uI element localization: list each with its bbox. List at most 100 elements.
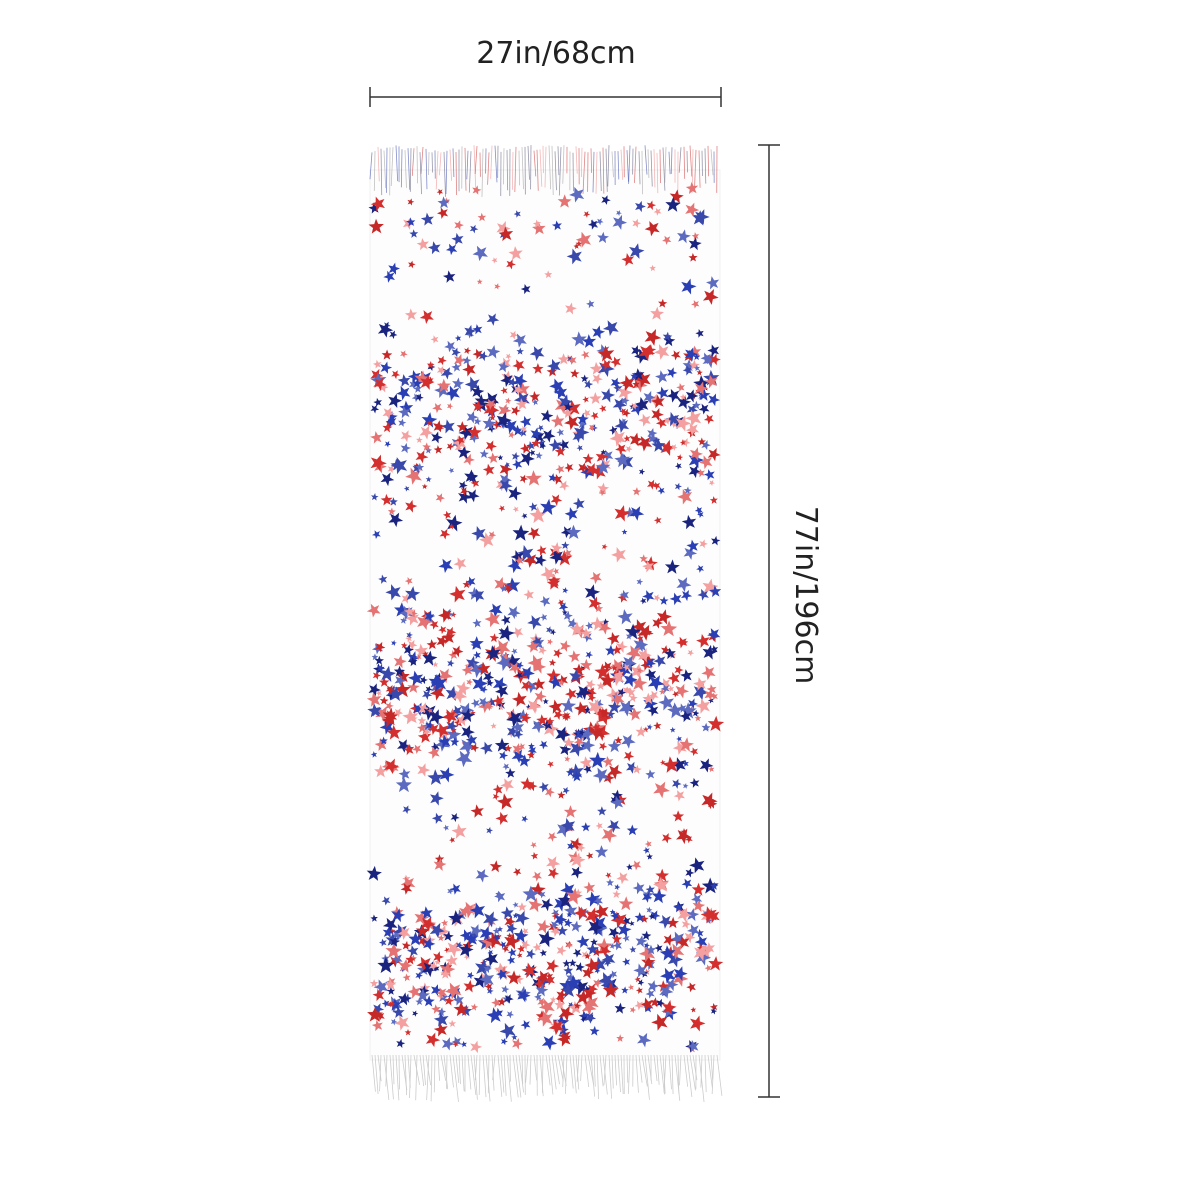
star: [375, 690, 382, 697]
star: [625, 632, 633, 640]
star: [667, 685, 675, 692]
star: [502, 418, 518, 434]
star: [531, 438, 541, 448]
star: [573, 1002, 581, 1010]
star: [687, 698, 699, 710]
fringe-thread: [569, 1054, 574, 1089]
star: [621, 529, 628, 535]
star: [595, 459, 611, 475]
star: [593, 903, 609, 920]
star: [707, 798, 718, 809]
star: [557, 791, 566, 799]
star: [588, 424, 596, 432]
star: [549, 549, 564, 565]
star: [677, 489, 693, 505]
fringe-thread: [548, 1054, 554, 1095]
star: [557, 892, 574, 908]
star: [553, 385, 568, 400]
fringe-thread: [443, 1054, 449, 1090]
fringe-thread: [380, 148, 383, 196]
star: [395, 776, 412, 793]
star: [456, 421, 468, 432]
fringe-thread: [638, 151, 641, 185]
star: [494, 283, 501, 290]
star: [706, 276, 720, 290]
star: [576, 444, 584, 452]
star: [512, 359, 525, 372]
star: [370, 454, 387, 472]
star: [659, 596, 669, 605]
star: [667, 916, 679, 929]
star: [696, 468, 705, 478]
star: [565, 974, 582, 991]
star: [412, 702, 426, 717]
star: [385, 410, 398, 423]
star: [557, 1032, 572, 1047]
star: [683, 931, 696, 944]
fringe-thread: [420, 146, 424, 174]
star: [566, 972, 576, 983]
star: [548, 473, 558, 483]
star: [639, 554, 648, 563]
star: [497, 454, 504, 461]
star: [375, 1011, 385, 1022]
star: [618, 700, 635, 717]
star: [379, 736, 388, 745]
star: [543, 720, 559, 737]
star: [579, 729, 586, 736]
star: [689, 447, 703, 461]
star: [451, 645, 464, 658]
star: [456, 713, 469, 726]
star: [378, 574, 388, 584]
fringe-thread: [647, 149, 650, 178]
fringe-thread: [529, 1054, 532, 1085]
star: [597, 345, 615, 362]
star: [686, 404, 698, 416]
star: [700, 945, 707, 953]
fringe-thread: [656, 152, 659, 194]
star: [565, 768, 575, 777]
star: [400, 430, 413, 443]
star: [482, 463, 495, 476]
star: [608, 425, 618, 435]
fringe-thread: [374, 1054, 379, 1095]
star: [455, 435, 465, 445]
star: [420, 916, 436, 932]
star: [501, 944, 510, 953]
star: [530, 841, 537, 849]
star: [646, 200, 657, 211]
star: [601, 388, 616, 403]
star: [511, 648, 518, 655]
star: [638, 344, 656, 361]
star: [679, 737, 694, 752]
star: [626, 824, 638, 836]
star: [515, 661, 524, 670]
star: [564, 687, 577, 701]
star: [475, 868, 489, 883]
star: [378, 382, 389, 393]
star: [695, 328, 704, 338]
star: [561, 407, 573, 419]
star: [703, 724, 710, 731]
fringe-thread: [562, 1054, 565, 1088]
star: [385, 701, 394, 711]
star: [408, 657, 418, 667]
star: [525, 470, 542, 486]
star: [498, 625, 515, 642]
star: [585, 462, 600, 477]
star: [512, 333, 527, 348]
star: [682, 782, 689, 789]
star: [400, 616, 408, 624]
star: [451, 347, 461, 358]
star: [491, 398, 499, 405]
star: [612, 889, 621, 899]
star: [709, 353, 721, 366]
star: [563, 401, 574, 412]
star: [445, 685, 461, 702]
star: [398, 958, 413, 973]
fringe-thread: [545, 1054, 551, 1086]
star: [450, 812, 460, 823]
star: [407, 945, 419, 957]
star: [581, 950, 590, 959]
star: [370, 751, 378, 758]
